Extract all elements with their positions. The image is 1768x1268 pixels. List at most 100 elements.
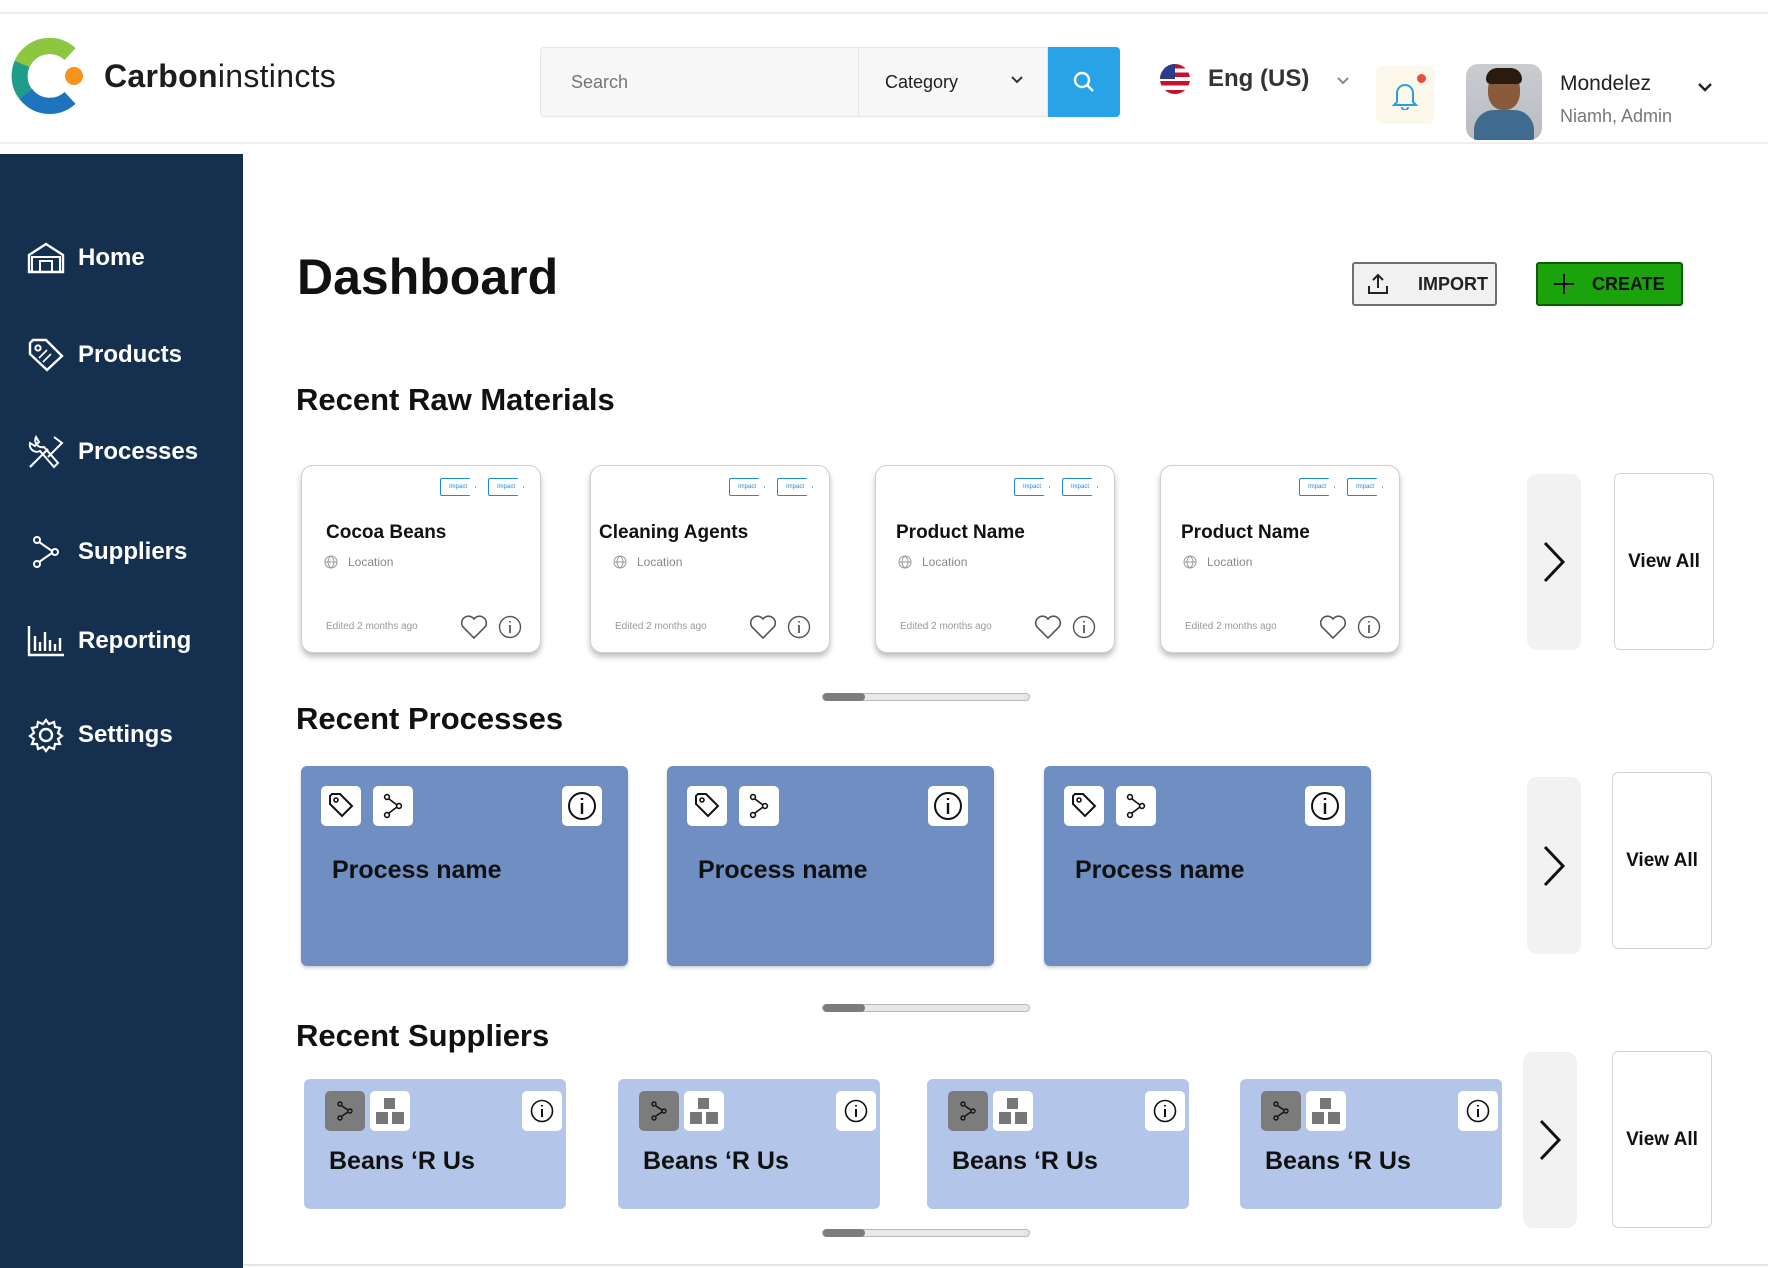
info-icon[interactable] (498, 615, 522, 639)
suppliers-next-button[interactable] (1523, 1052, 1577, 1228)
scrollbar-thumb[interactable] (823, 1004, 865, 1012)
tag-icon (321, 786, 361, 826)
raw-materials-view-all[interactable]: View All (1614, 473, 1714, 650)
category-label: Category (885, 71, 959, 92)
branch-icon (1116, 786, 1156, 826)
raw-material-location: Location (1183, 555, 1252, 569)
supplier-card[interactable]: Beans ‘R Us (1240, 1079, 1502, 1209)
raw-material-name: Cocoa Beans (326, 522, 447, 543)
create-button[interactable]: CREATE (1536, 262, 1683, 306)
info-icon[interactable] (522, 1091, 562, 1131)
impact-tag: Impact (1347, 478, 1383, 496)
info-icon[interactable] (1305, 786, 1345, 826)
category-dropdown[interactable]: Category (858, 47, 1048, 117)
edited-timestamp: Edited 2 months ago (326, 621, 418, 632)
raw-material-card[interactable]: Impact Impact Cocoa Beans Location Edited… (301, 465, 541, 653)
supplier-card[interactable]: Beans ‘R Us (304, 1079, 566, 1209)
supplier-name: Beans ‘R Us (1265, 1147, 1411, 1175)
supplier-name: Beans ‘R Us (952, 1147, 1098, 1175)
raw-material-location: Location (898, 555, 967, 569)
search-icon (1073, 71, 1094, 92)
suppliers-view-all[interactable]: View All (1612, 1051, 1712, 1228)
chevron-right-icon (1543, 845, 1566, 886)
create-label: CREATE (1592, 273, 1665, 294)
raw-materials-next-button[interactable] (1527, 474, 1581, 650)
impact-tag: Impact (1014, 478, 1050, 496)
user-name: Mondelez (1560, 72, 1652, 95)
search-field[interactable] (540, 47, 860, 117)
scrollbar-thumb[interactable] (823, 1229, 865, 1237)
impact-tag: Impact (1062, 478, 1098, 496)
import-button[interactable]: IMPORT (1352, 262, 1497, 306)
branch-icon (1261, 1091, 1301, 1131)
language-label: Eng (US) (1208, 65, 1310, 92)
info-icon[interactable] (562, 786, 602, 826)
chevron-down-icon (1337, 77, 1350, 85)
heart-icon[interactable] (1319, 614, 1347, 640)
bottom-divider (243, 1264, 1768, 1266)
processes-scrollbar[interactable] (822, 1004, 1030, 1012)
suppliers-title: Recent Suppliers (296, 1018, 550, 1053)
processes-title: Recent Processes (296, 701, 564, 736)
edited-timestamp: Edited 2 months ago (900, 621, 992, 632)
process-card[interactable]: Process name (301, 766, 628, 966)
info-icon[interactable] (1357, 615, 1381, 639)
info-icon[interactable] (1145, 1091, 1185, 1131)
process-card[interactable]: Process name (1044, 766, 1371, 966)
tag-icon (1064, 786, 1104, 826)
chevron-down-icon (1011, 76, 1023, 84)
sidebar-item-label: Products (78, 341, 183, 368)
globe-icon (1183, 555, 1197, 569)
avatar[interactable] (1466, 64, 1542, 140)
impact-tag: Impact (440, 478, 476, 496)
sidebar-item-label: Suppliers (78, 538, 188, 565)
page-title: Dashboard (297, 249, 559, 305)
sidebar-item-processes[interactable]: Processes (26, 434, 198, 470)
process-card[interactable]: Process name (667, 766, 994, 966)
search-input[interactable] (541, 48, 860, 116)
info-icon[interactable] (836, 1091, 876, 1131)
user-menu-chevron-icon[interactable] (1696, 78, 1714, 96)
processes-next-button[interactable] (1527, 777, 1581, 954)
sidebar-item-home[interactable]: Home (26, 240, 145, 276)
search-button[interactable] (1048, 47, 1120, 117)
raw-material-location: Location (613, 555, 682, 569)
sidebar-item-products[interactable]: Products (26, 337, 182, 373)
raw-material-card[interactable]: Impact Impact Product Name Location Edite… (875, 465, 1115, 653)
info-icon[interactable] (928, 786, 968, 826)
sidebar-item-suppliers[interactable]: Suppliers (26, 534, 187, 570)
raw-material-card[interactable]: Impact Impact Cleaning Agents Location Ed… (590, 465, 830, 653)
branch-icon (373, 786, 413, 826)
processes-view-all[interactable]: View All (1612, 772, 1712, 949)
language-selector[interactable]: Eng (US) (1160, 64, 1351, 94)
heart-icon[interactable] (460, 614, 488, 640)
sidebar: Home Products Processes Suppliers Report… (0, 154, 243, 1268)
suppliers-scrollbar[interactable] (822, 1229, 1030, 1237)
info-icon[interactable] (1072, 615, 1096, 639)
raw-materials-scrollbar[interactable] (822, 693, 1030, 701)
info-icon[interactable] (787, 615, 811, 639)
brand-logo[interactable] (8, 36, 88, 116)
scrollbar-thumb[interactable] (823, 693, 865, 701)
raw-material-card[interactable]: Impact Impact Product Name Location Edite… (1160, 465, 1400, 653)
raw-material-location: Location (324, 555, 393, 569)
heart-icon[interactable] (1034, 614, 1062, 640)
supplier-card[interactable]: Beans ‘R Us (618, 1079, 880, 1209)
chevron-right-icon (1543, 541, 1566, 583)
sidebar-item-reporting[interactable]: Reporting (26, 623, 191, 659)
heart-icon[interactable] (749, 614, 777, 640)
sidebar-item-label: Settings (78, 721, 173, 748)
supplier-card[interactable]: Beans ‘R Us (927, 1079, 1189, 1209)
tools-icon (26, 434, 66, 470)
info-icon[interactable] (1458, 1091, 1498, 1131)
tag-icon (26, 337, 66, 373)
top-divider (0, 12, 1768, 14)
sidebar-item-label: Processes (78, 438, 199, 465)
supplier-name: Beans ‘R Us (329, 1147, 475, 1175)
boxes-icon (370, 1091, 410, 1131)
raw-materials-title: Recent Raw Materials (296, 382, 615, 417)
sidebar-item-settings[interactable]: Settings (26, 717, 173, 753)
raw-material-name: Product Name (1181, 522, 1310, 543)
notifications-button[interactable] (1376, 66, 1434, 124)
user-role: Niamh, Admin (1560, 106, 1673, 126)
